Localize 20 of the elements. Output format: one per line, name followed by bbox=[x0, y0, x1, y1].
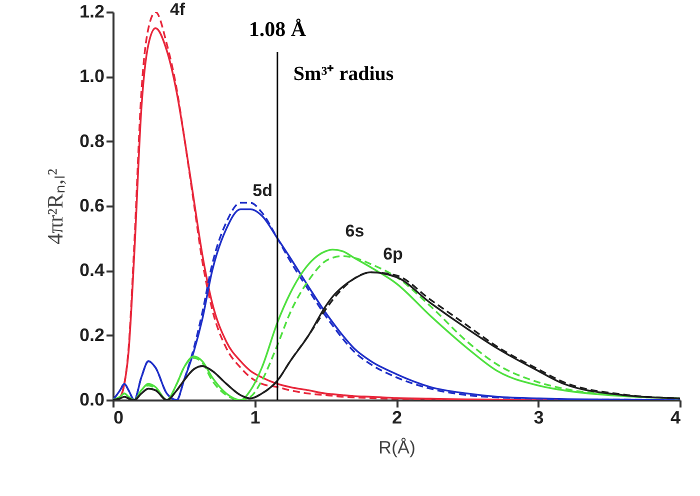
series-label: 4f bbox=[170, 0, 186, 20]
x-tick-label: 0 bbox=[114, 408, 124, 428]
y-tick-label: 0.6 bbox=[79, 196, 104, 216]
x-tick-label: 3 bbox=[534, 408, 544, 428]
x-tick-label: 2 bbox=[392, 408, 402, 428]
y-tick-label: 0.2 bbox=[79, 324, 104, 345]
series-label: 6p bbox=[383, 244, 403, 264]
y-tick-label: 0.0 bbox=[79, 390, 104, 410]
y-axis-title: 4πr²Rₙ,ₗ² bbox=[42, 168, 68, 244]
series-label: 5d bbox=[252, 181, 272, 200]
x-tick-label: 4 bbox=[670, 408, 680, 428]
y-tick-label: 1.2 bbox=[79, 2, 104, 22]
y-tick-label: 0.4 bbox=[79, 260, 104, 280]
series-label: 6s bbox=[345, 222, 364, 241]
annotation: Sm³⁺ radius bbox=[293, 63, 394, 85]
ref-line-label: 1.08 Å bbox=[248, 17, 307, 41]
x-tick-label: 1 bbox=[250, 408, 260, 428]
x-axis-title: R(Å) bbox=[378, 438, 416, 458]
y-tick-label: 0.8 bbox=[79, 130, 104, 151]
y-tick-label: 1.0 bbox=[79, 66, 104, 86]
